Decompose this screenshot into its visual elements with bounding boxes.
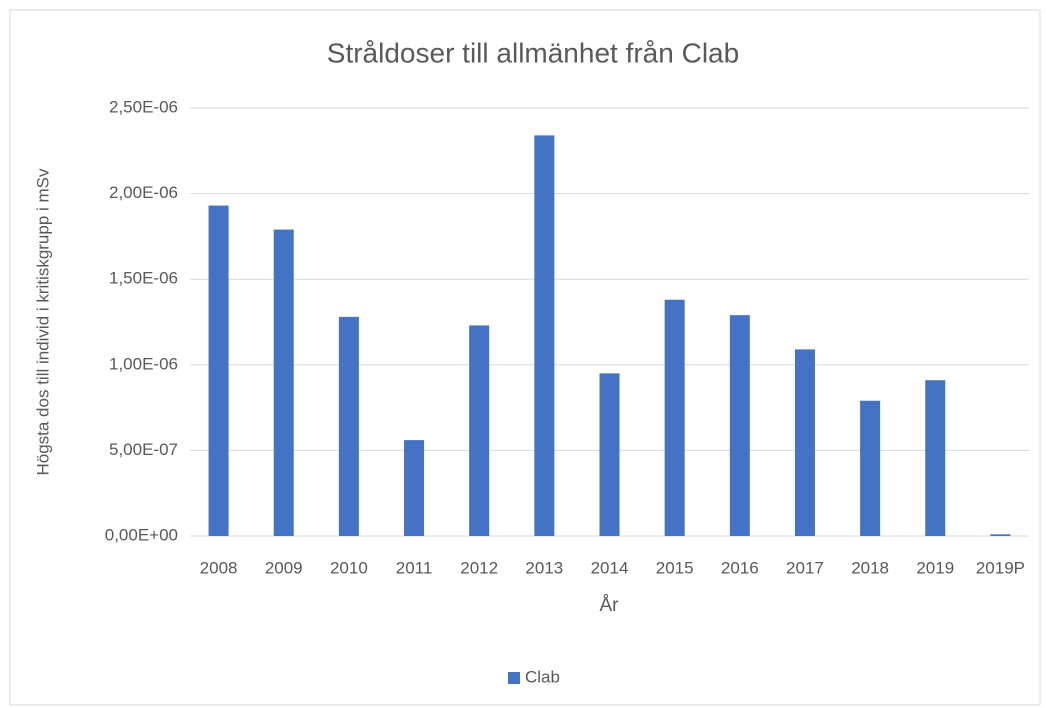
bar xyxy=(794,349,815,536)
bar xyxy=(860,400,881,536)
y-tick-label: 5,00E-07 xyxy=(109,440,178,459)
x-tick-label: 2015 xyxy=(656,558,694,577)
x-tick-label: 2009 xyxy=(265,558,303,577)
bar xyxy=(273,229,294,536)
x-tick-label: 2017 xyxy=(786,558,824,577)
legend-label: Clab xyxy=(525,667,560,686)
y-tick-label: 2,00E-06 xyxy=(109,183,178,202)
bar xyxy=(404,440,425,536)
y-tick-label: 0,00E+00 xyxy=(105,525,178,544)
y-tick-label: 2,50E-06 xyxy=(109,97,178,116)
x-tick-label: 2010 xyxy=(330,558,368,577)
bar xyxy=(990,534,1011,536)
x-tick-label: 2019P xyxy=(976,558,1025,577)
bar xyxy=(729,315,750,536)
bar xyxy=(925,380,946,536)
x-tick-label: 2014 xyxy=(591,558,629,577)
bar xyxy=(208,205,229,537)
chart-border xyxy=(9,9,1041,706)
bar xyxy=(664,299,685,536)
x-tick-label: 2019 xyxy=(916,558,954,577)
x-tick-label: 2012 xyxy=(460,558,498,577)
x-tick-label: 2018 xyxy=(851,558,889,577)
legend-swatch xyxy=(508,672,520,684)
bar xyxy=(534,135,555,536)
x-tick-label: 2011 xyxy=(396,558,433,577)
bar xyxy=(469,325,490,536)
y-tick-label: 1,50E-06 xyxy=(109,269,178,288)
chart-title: Stråldoser till allmänhet från Clab xyxy=(327,37,739,68)
y-axis-label: Högsta dos till individ i kritiskgrupp i… xyxy=(33,168,52,476)
x-axis-label: År xyxy=(600,595,620,616)
y-tick-label: 1,00E-06 xyxy=(109,354,178,373)
bar xyxy=(338,316,359,536)
x-tick-label: 2008 xyxy=(200,558,238,577)
bar xyxy=(599,373,620,536)
x-tick-label: 2013 xyxy=(525,558,563,577)
x-tick-label: 2016 xyxy=(721,558,759,577)
